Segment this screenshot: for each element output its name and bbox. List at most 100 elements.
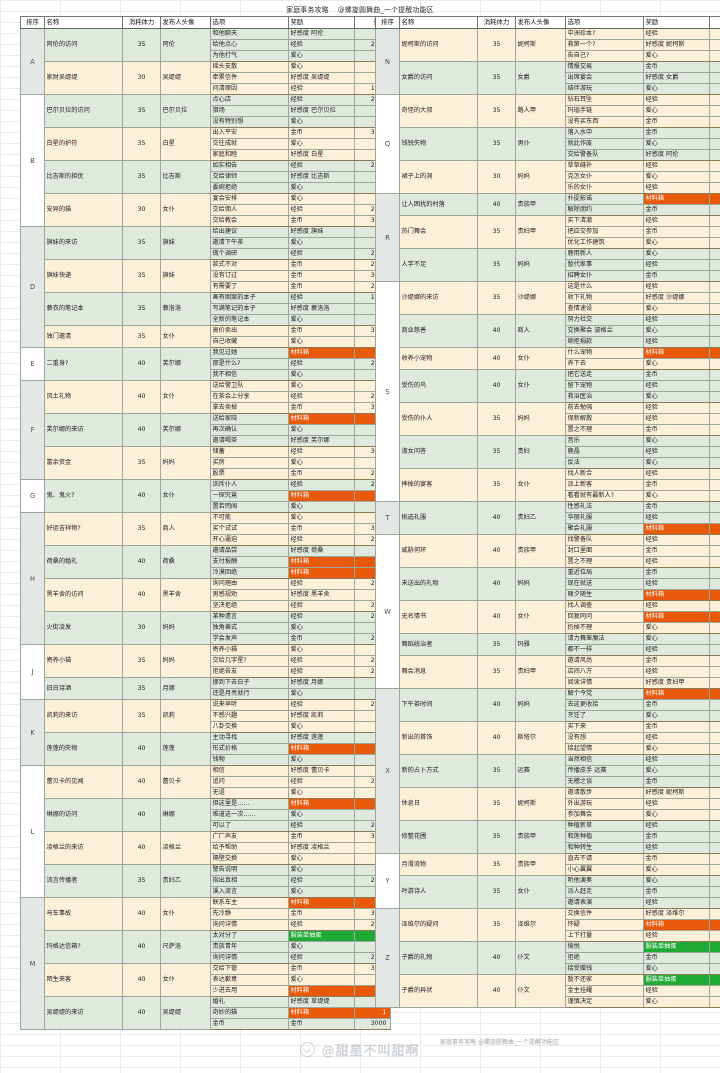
reward-cell[interactable]: 金币 <box>643 886 710 898</box>
value-cell[interactable]: 2000 <box>709 556 720 568</box>
reward-cell[interactable]: 经验 <box>643 897 710 909</box>
task-name-cell[interactable]: 好运吉祥物? <box>44 512 123 546</box>
option-cell[interactable]: 鹿晶 <box>565 446 644 458</box>
task-name-cell[interactable]: 比吉斯的担优 <box>44 160 123 194</box>
task-name-cell[interactable]: 无名情书 <box>399 600 478 634</box>
option-cell[interactable]: 猎场 <box>210 105 289 117</box>
reward-cell[interactable]: 爱心 <box>643 864 710 876</box>
reward-cell[interactable]: 爱心 <box>288 182 355 194</box>
col-header-stamina[interactable]: 消耗体力 <box>477 16 516 29</box>
task-stamina-cell[interactable]: 35 <box>477 61 516 95</box>
option-cell[interactable]: 给他点心 <box>210 39 289 51</box>
reward-cell[interactable]: 爱心 <box>288 622 355 634</box>
task-avatar-cell[interactable]: 女爵 <box>515 61 566 95</box>
reward-cell[interactable]: 爱心 <box>643 743 710 755</box>
reward-cell[interactable]: 爱心 <box>643 765 710 777</box>
option-cell[interactable]: 音乐 <box>565 435 644 447</box>
col-header-avatar[interactable]: 发布人头像 <box>515 16 566 29</box>
task-avatar-cell[interactable]: 女仆 <box>160 325 211 348</box>
reward-cell[interactable]: 经验 <box>288 391 355 403</box>
value-cell[interactable]: 20 <box>709 622 720 634</box>
task-name-cell[interactable]: 淑女问答 <box>399 435 478 469</box>
reward-cell[interactable]: 材料箱 <box>643 611 710 623</box>
task-name-cell[interactable]: 寄养小猫 <box>44 644 123 678</box>
task-avatar-cell[interactable]: 吴缇缇 <box>160 996 211 1030</box>
task-avatar-cell[interactable]: 贵妇乙 <box>515 501 566 535</box>
reward-cell[interactable]: 经验 <box>288 446 355 458</box>
option-cell[interactable]: 我见过她 <box>210 347 289 359</box>
option-cell[interactable]: 追问 <box>210 776 289 788</box>
reward-cell[interactable]: 经验 <box>288 94 355 106</box>
task-avatar-cell[interactable]: 琳娜 <box>160 798 211 832</box>
option-cell[interactable]: 性感礼法 <box>565 501 644 513</box>
value-cell[interactable]: 20 <box>709 358 720 370</box>
task-avatar-cell[interactable]: 女仆 <box>515 369 566 403</box>
value-cell[interactable]: 3000 <box>709 952 720 964</box>
option-cell[interactable]: 交换信件 <box>565 908 644 920</box>
option-cell[interactable]: 买个试试 <box>210 523 289 535</box>
task-name-cell[interactable]: 琳娜的访问 <box>44 798 123 832</box>
value-cell[interactable]: 20 <box>709 391 720 403</box>
reward-cell[interactable]: 经验 <box>288 39 355 51</box>
task-name-cell[interactable]: 黑羊舍的访问 <box>44 578 123 612</box>
reward-cell[interactable]: 服装单抽蛋 <box>288 930 355 942</box>
option-cell[interactable]: 我不相信 <box>210 369 289 381</box>
option-cell[interactable]: 金币 <box>210 1018 289 1030</box>
task-stamina-cell[interactable]: 35 <box>122 864 161 898</box>
task-avatar-cell[interactable]: 远赛 <box>515 754 566 788</box>
group-letter-cell[interactable]: K <box>20 699 45 766</box>
option-cell[interactable]: 送给家晓 <box>210 413 289 425</box>
reward-cell[interactable]: 好感度 蓑洛洛 <box>288 303 355 315</box>
reward-cell[interactable]: 经验 <box>288 611 355 623</box>
task-name-cell[interactable]: 收养小宠物 <box>399 347 478 370</box>
reward-cell[interactable]: 金币 <box>288 325 355 337</box>
reward-cell[interactable]: 爱心 <box>643 358 710 370</box>
reward-cell[interactable]: 爱心 <box>288 853 355 865</box>
option-cell[interactable]: 上下打量 <box>565 930 644 942</box>
option-cell[interactable]: 回复同问 <box>565 611 644 623</box>
option-cell[interactable]: 没有买东西 <box>565 116 644 128</box>
option-cell[interactable]: 交给律师 <box>210 171 289 183</box>
col-header-name[interactable]: 名称 <box>44 16 123 29</box>
option-cell[interactable]: 八卦交换 <box>210 721 289 733</box>
option-cell[interactable]: 交给佣人 <box>210 204 289 216</box>
task-stamina-cell[interactable]: 35 <box>122 325 161 348</box>
reward-cell[interactable]: 金币 <box>288 633 355 645</box>
reward-cell[interactable]: 经验 <box>643 336 710 348</box>
option-cell[interactable]: 邀请表演 <box>565 897 644 909</box>
task-stamina-cell[interactable]: 35 <box>122 644 161 678</box>
option-cell[interactable]: 邀请喝茶 <box>210 435 289 447</box>
option-cell[interactable]: 当然相信 <box>565 754 644 766</box>
task-stamina-cell[interactable]: 40 <box>477 941 516 975</box>
option-cell[interactable]: 说来早听 <box>210 699 289 711</box>
reward-cell[interactable]: 爱心 <box>288 864 355 876</box>
reward-cell[interactable]: 爱心 <box>643 303 710 315</box>
reward-cell[interactable]: 经验 <box>288 919 355 931</box>
reward-cell[interactable]: 爱心 <box>288 50 355 62</box>
value-cell[interactable]: 2000 <box>709 578 720 590</box>
option-cell[interactable]: 落入水中 <box>565 127 644 139</box>
col-header-stamina[interactable]: 消耗体力 <box>122 16 161 29</box>
value-cell[interactable]: 20 <box>709 435 720 447</box>
reward-cell[interactable]: 爱心 <box>288 974 355 986</box>
value-cell[interactable]: 3000 <box>709 831 720 843</box>
group-letter-cell[interactable]: F <box>20 380 45 480</box>
option-cell[interactable]: 点心店 <box>210 94 289 106</box>
task-stamina-cell[interactable]: 35 <box>477 215 516 249</box>
task-avatar-cell[interactable]: 贵妇甲 <box>515 655 566 689</box>
option-cell[interactable]: 少进去用 <box>210 985 289 997</box>
task-stamina-cell[interactable]: 35 <box>477 633 516 656</box>
option-cell[interactable]: 店间八方 <box>565 666 644 678</box>
value-cell[interactable]: 1 <box>709 347 720 359</box>
reward-cell[interactable]: 好感度 凯莉 <box>288 710 355 722</box>
reward-cell[interactable]: 经验 <box>643 160 710 172</box>
reward-cell[interactable]: 材料箱 <box>643 919 710 931</box>
value-cell[interactable]: 3000 <box>709 567 720 579</box>
option-cell[interactable]: 交给下管 <box>210 963 289 975</box>
reward-cell[interactable]: 爱心 <box>643 105 710 117</box>
task-stamina-cell[interactable]: 35 <box>122 127 161 161</box>
option-cell[interactable]: 没有订过 <box>210 270 289 282</box>
reward-cell[interactable]: 经验 <box>643 182 710 194</box>
option-cell[interactable]: 找警备队 <box>565 534 644 546</box>
task-name-cell[interactable]: 商业慈善 <box>399 314 478 348</box>
